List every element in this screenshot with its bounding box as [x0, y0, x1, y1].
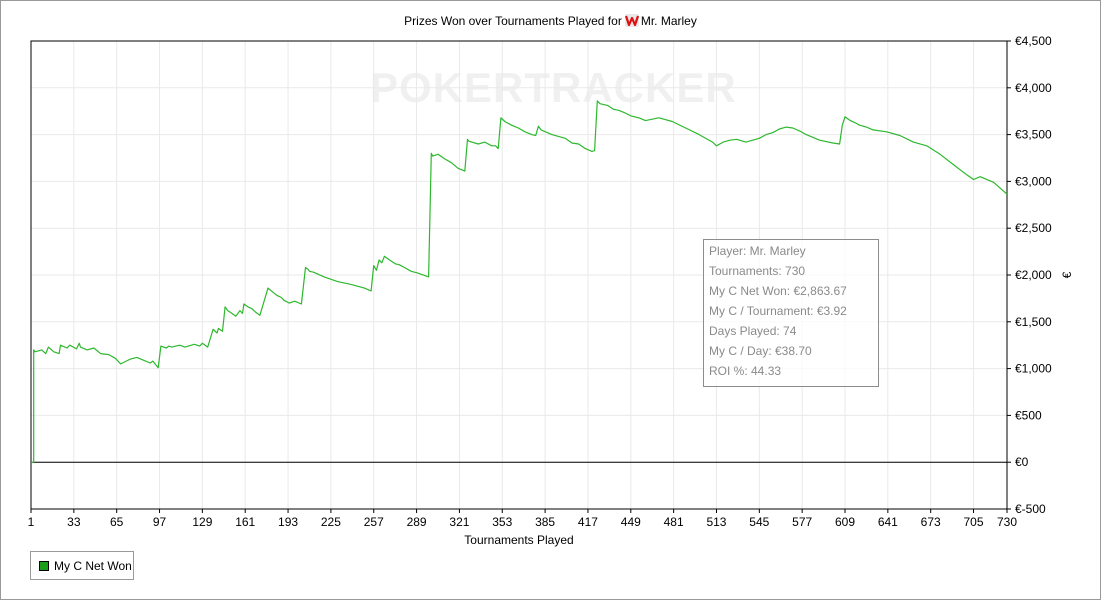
stat-player: Player: Mr. Marley	[709, 244, 806, 258]
stat-days-played: Days Played: 74	[709, 324, 797, 338]
x-tick-label: 33	[67, 515, 81, 529]
x-tick-label: 97	[153, 515, 167, 529]
chart-title-player: Mr. Marley	[640, 14, 697, 28]
pokerstars-brand-icon	[624, 14, 639, 27]
x-tick-label: 353	[492, 515, 512, 529]
x-tick-label: 641	[878, 515, 898, 529]
x-tick-label: 257	[364, 515, 384, 529]
y-tick-label: €3,500	[1015, 128, 1052, 142]
x-tick-label: 705	[964, 515, 984, 529]
x-tick-label: 129	[192, 515, 212, 529]
stat-tournaments: Tournaments: 730	[709, 264, 806, 278]
y-tick-label: €1,000	[1015, 362, 1052, 376]
x-tick-label: 609	[835, 515, 855, 529]
x-tick-label: 513	[706, 515, 726, 529]
legend-label: My C Net Won	[54, 558, 132, 573]
x-tick-label: 730	[997, 515, 1017, 529]
y-tick-label: €4,000	[1015, 81, 1052, 95]
x-tick-label: 161	[235, 515, 255, 529]
stat-per-tournament: My C / Tournament: €3.92	[709, 304, 847, 318]
x-tick-label: 193	[278, 515, 298, 529]
x-tick-label: 577	[792, 515, 812, 529]
x-axis-title: Tournaments Played	[464, 533, 573, 547]
y-tick-label: €2,500	[1015, 221, 1052, 235]
x-tick-label: 385	[535, 515, 555, 529]
x-tick-label: 65	[110, 515, 124, 529]
chart-title-prefix: Prizes Won over Tournaments Played for	[404, 14, 622, 28]
chart-title: Prizes Won over Tournaments Played for Mr…	[0, 14, 1101, 28]
y-tick-label: €3,000	[1015, 174, 1052, 188]
x-tick-label: 321	[449, 515, 469, 529]
y-tick-label: €1,500	[1015, 315, 1052, 329]
x-tick-label: 417	[578, 515, 598, 529]
y-axis-title: €	[1060, 271, 1074, 278]
y-tick-label: €-500	[1015, 502, 1046, 516]
y-tick-label: €4,500	[1015, 34, 1052, 48]
legend: My C Net Won	[30, 551, 134, 580]
x-tick-label: 673	[921, 515, 941, 529]
series-line-my-c-net-won	[31, 100, 1008, 463]
legend-swatch	[39, 560, 49, 571]
x-tick-label: 289	[407, 515, 427, 529]
y-tick-label: €2,000	[1015, 268, 1052, 282]
stat-net-won: My C Net Won: €2,863.67	[709, 284, 847, 298]
x-tick-label: 1	[28, 515, 35, 529]
x-tick-label: 481	[664, 515, 684, 529]
stat-per-day: My C / Day: €38.70	[709, 344, 812, 358]
y-tick-label: €0	[1015, 455, 1029, 469]
stat-roi: ROI %: 44.33	[709, 364, 782, 378]
x-tick-label: 545	[749, 515, 769, 529]
y-tick-label: €500	[1015, 408, 1042, 422]
pokertracker-watermark: POKERTRACKER	[370, 64, 737, 112]
x-tick-label: 225	[321, 515, 341, 529]
x-tick-label: 449	[621, 515, 641, 529]
stats-box: Player: Mr. Marley Tournaments: 730 My C…	[703, 239, 879, 387]
